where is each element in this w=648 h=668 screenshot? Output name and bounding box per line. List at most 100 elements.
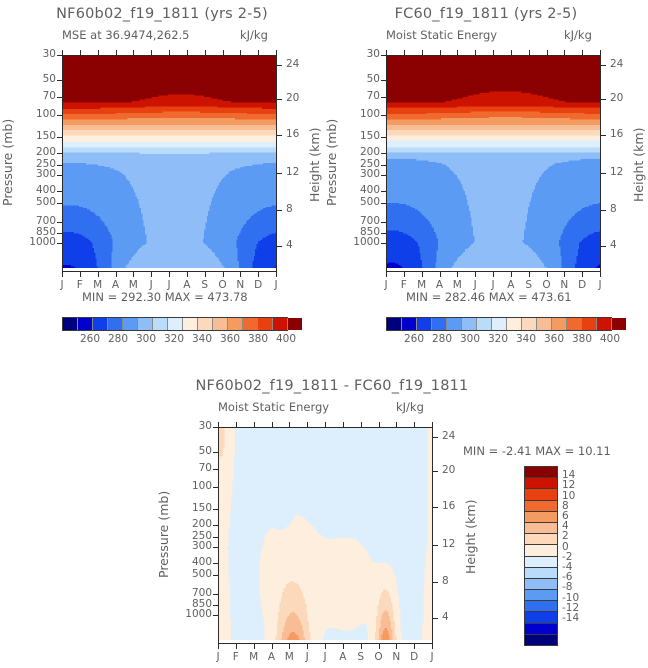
colorbar-diff-tick-6: 6 <box>562 510 569 522</box>
tick-pressure <box>213 547 218 549</box>
tick-bottom <box>253 644 255 649</box>
colorbar-diff-tick-neg14: -14 <box>562 612 580 624</box>
tick-height <box>433 507 438 509</box>
panel-diff-minmax: MIN = -2.41 MAX = 10.11 <box>463 444 611 458</box>
tick-height <box>277 135 282 137</box>
month-label-A: A <box>435 279 444 291</box>
panel-diff-subtitle: Moist Static Energy <box>218 400 330 414</box>
pressure-label-50: 50 <box>366 73 380 86</box>
tick-top <box>258 50 260 55</box>
tick-top <box>439 50 441 55</box>
tick-pressure <box>57 96 62 98</box>
height-label-4: 4 <box>442 610 449 623</box>
tick-top <box>97 50 99 55</box>
tick-top <box>493 50 494 55</box>
height-axis-title: Height (km) <box>631 127 646 202</box>
tick-pressure <box>213 427 218 428</box>
colorbar-diff-swatch-1 <box>525 478 557 490</box>
pressure-label-100: 100 <box>359 108 380 121</box>
tick-bottom <box>169 272 170 277</box>
tick-top <box>218 422 219 427</box>
tick-bottom <box>151 272 153 277</box>
height-label-12: 12 <box>610 166 624 179</box>
colorbar-diff-tick-12: 12 <box>562 479 576 492</box>
pressure-label-50: 50 <box>42 73 56 86</box>
tick-top <box>186 50 188 55</box>
tick-pressure <box>381 190 386 192</box>
plot-area-left[interactable] <box>62 55 277 272</box>
tick-pressure <box>213 468 218 470</box>
pressure-label-150: 150 <box>191 502 212 515</box>
colorbar-swatch-13 <box>582 318 597 330</box>
tick-pressure <box>213 605 218 607</box>
height-label-24: 24 <box>286 57 300 70</box>
height-label-20: 20 <box>442 463 456 476</box>
colorbar-tick-320: 320 <box>163 333 185 345</box>
tick-pressure <box>57 55 62 56</box>
tick-height <box>601 64 606 66</box>
tick-pressure <box>57 190 62 192</box>
pressure-label-700: 700 <box>359 215 380 228</box>
pressure-label-400: 400 <box>191 555 212 568</box>
colorbar-swatch-0 <box>63 318 78 330</box>
tick-pressure <box>213 562 218 564</box>
tick-top <box>240 50 242 55</box>
tick-top <box>360 422 362 427</box>
tick-top <box>386 50 387 55</box>
tick-bottom <box>204 272 206 277</box>
month-label-N: N <box>236 279 245 291</box>
tick-bottom <box>564 272 566 277</box>
colorbar-diff-swatch-3 <box>525 500 557 512</box>
tick-bottom <box>62 272 63 277</box>
tick-pressure <box>213 487 218 489</box>
plot-area-right[interactable] <box>386 55 601 272</box>
month-label-M: M <box>284 651 294 663</box>
month-label-J: J <box>491 279 495 291</box>
tick-bottom <box>258 272 260 277</box>
colorbar-swatch-3 <box>108 318 123 330</box>
pressure-label-70: 70 <box>366 89 380 102</box>
colorbar-swatch-15 <box>288 318 302 330</box>
colorbar-swatch-10 <box>213 318 228 330</box>
colorbar-swatch-4 <box>447 318 462 330</box>
pressure-label-30: 30 <box>198 420 212 432</box>
height-label-8: 8 <box>610 203 617 216</box>
tick-pressure <box>57 203 62 205</box>
tick-height <box>433 470 438 472</box>
tick-top <box>235 422 237 427</box>
tick-height <box>601 173 606 175</box>
panel-left-subtitle: MSE at 36.9474,262.5 <box>62 28 190 42</box>
tick-top <box>169 50 170 55</box>
tick-top <box>222 50 224 55</box>
colorbar-tick-400: 400 <box>599 333 621 345</box>
colorbar-swatch-7 <box>492 318 507 330</box>
panel-left-units: kJ/kg <box>240 28 268 42</box>
month-label-O: O <box>374 651 383 663</box>
month-label-N: N <box>392 651 401 663</box>
colorbar-left-labels: 260 280 300 320 340 360 380 400 <box>62 333 296 347</box>
colorbar-diff-tick-neg8: -8 <box>562 581 573 594</box>
pressure-label-50: 50 <box>198 445 212 458</box>
tick-top <box>325 422 326 427</box>
colorbar-diff-swatch-9 <box>525 567 557 579</box>
height-label-16: 16 <box>610 128 624 141</box>
tick-height <box>277 210 282 212</box>
tick-top <box>528 50 530 55</box>
panel-right-units: kJ/kg <box>564 28 592 42</box>
colorbar-right-labels: 260 280 300 320 340 360 380 400 <box>386 333 620 347</box>
tick-pressure <box>381 80 386 82</box>
height-label-12: 12 <box>442 538 456 551</box>
month-label-M: M <box>417 279 427 291</box>
tick-top <box>307 422 309 427</box>
tick-pressure <box>57 80 62 82</box>
month-label-M: M <box>93 279 103 291</box>
colorbar-tick-380: 380 <box>571 333 593 345</box>
colorbar-diff-swatch-5 <box>525 522 557 535</box>
plot-area-diff[interactable] <box>218 427 433 644</box>
pressure-label-70: 70 <box>42 89 56 102</box>
tick-bottom <box>386 272 387 277</box>
tick-pressure <box>213 575 218 577</box>
tick-bottom <box>546 272 548 277</box>
tick-top <box>475 50 477 55</box>
tick-pressure <box>381 165 386 167</box>
